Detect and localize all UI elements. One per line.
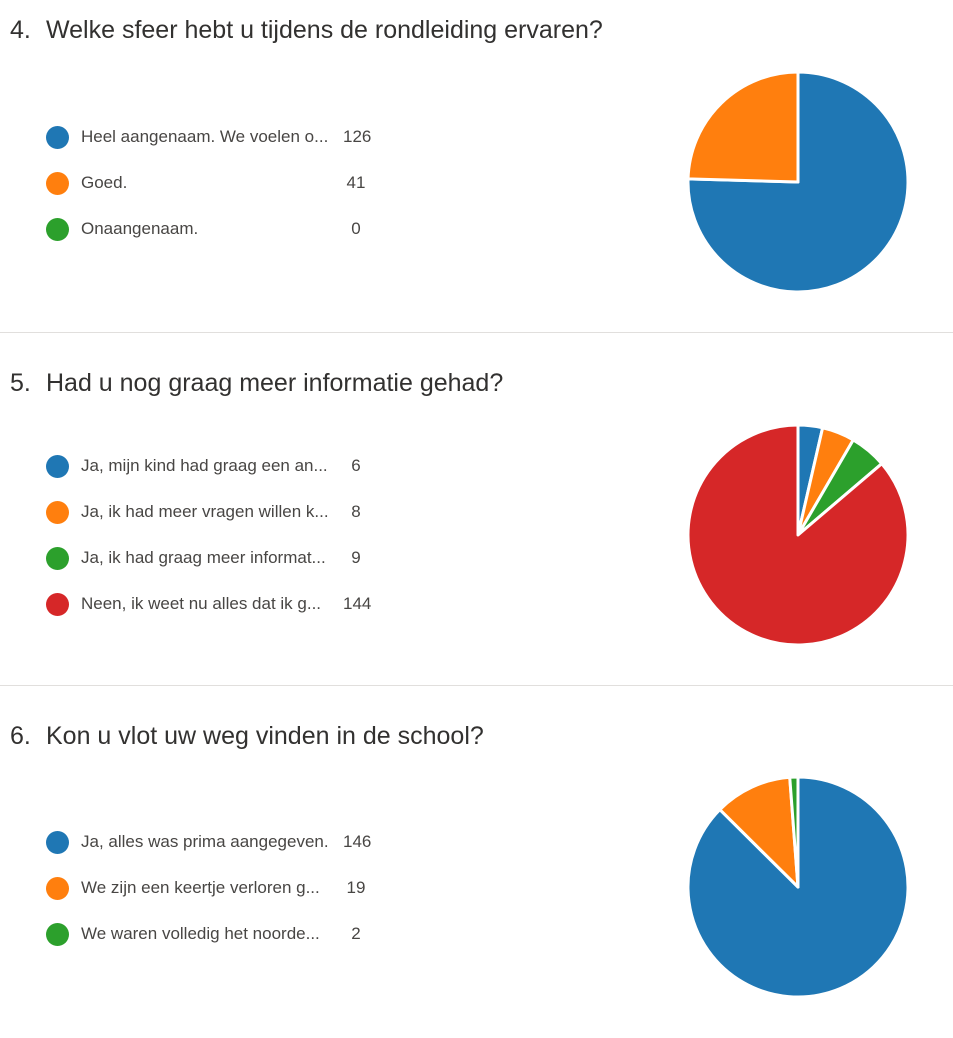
- legend-color-dot: [46, 500, 69, 524]
- legend-color-dot: [46, 454, 69, 478]
- legend-item[interactable]: Ja, alles was prima aangegeven. 146: [46, 819, 372, 865]
- legend-label: We waren volledig het noorde...: [81, 924, 320, 943]
- legend-item[interactable]: Ja, ik had graag meer informat... 9: [46, 535, 369, 581]
- legend-label: Onaangenaam.: [81, 219, 199, 238]
- legend-item[interactable]: Ja, ik had meer vragen willen k... 8: [46, 489, 369, 535]
- legend-count: 2: [351, 924, 361, 943]
- question-title: 6. Kon u vlot uw weg vinden in de school?: [10, 722, 484, 751]
- question-text: Kon u vlot uw weg vinden in de school?: [46, 722, 484, 750]
- section-divider: [0, 685, 953, 686]
- legend-count: 126: [343, 127, 372, 146]
- legend-count: 8: [351, 502, 361, 521]
- question-title: 4. Welke sfeer hebt u tijdens de rondleid…: [10, 16, 603, 45]
- legend-count: 19: [346, 878, 366, 897]
- legend-color-dot: [46, 125, 69, 149]
- pie-slice[interactable]: [686, 423, 910, 647]
- question-5-section: 5. Had u nog graag meer informatie gehad?…: [0, 353, 953, 685]
- legend-color-dot: [46, 217, 69, 241]
- pie-chart: [686, 775, 910, 999]
- pie-chart: [686, 423, 910, 647]
- section-divider: [0, 332, 953, 333]
- question-title: 5. Had u nog graag meer informatie gehad?: [10, 369, 503, 398]
- pie-chart: [686, 70, 910, 294]
- legend-color-dot: [46, 592, 69, 616]
- legend-label: Ja, ik had meer vragen willen k...: [81, 502, 329, 521]
- question-6-section: 6. Kon u vlot uw weg vinden in de school?…: [0, 706, 953, 1038]
- legend-item[interactable]: Ja, mijn kind had graag een an... 6: [46, 443, 369, 489]
- legend-count: 41: [346, 173, 366, 192]
- legend-label: Neen, ik weet nu alles dat ik g...: [81, 594, 322, 613]
- legend-label: Heel aangenaam. We voelen o...: [81, 127, 329, 146]
- legend-item[interactable]: We zijn een keertje verloren g... 19: [46, 865, 369, 911]
- legend-item[interactable]: Heel aangenaam. We voelen o... 126: [46, 114, 372, 160]
- question-number: 4.: [10, 16, 31, 44]
- question-number: 5.: [10, 369, 31, 397]
- legend: Ja, mijn kind had graag een an... 6 Ja, …: [46, 443, 372, 627]
- legend-item[interactable]: Neen, ik weet nu alles dat ik g... 144: [46, 581, 372, 627]
- pie-slice[interactable]: [788, 775, 800, 889]
- legend-label: Ja, mijn kind had graag een an...: [81, 456, 328, 475]
- question-number: 6.: [10, 722, 31, 750]
- legend: Heel aangenaam. We voelen o... 126 Goed.…: [46, 114, 372, 252]
- question-text: Welke sfeer hebt u tijdens de rondleidin…: [46, 16, 603, 44]
- legend-label: Ja, alles was prima aangegeven.: [81, 832, 329, 851]
- legend-color-dot: [46, 546, 69, 570]
- legend-item[interactable]: We waren volledig het noorde... 2: [46, 911, 369, 957]
- question-4-section: 4. Welke sfeer hebt u tijdens de rondleid…: [0, 0, 953, 332]
- legend-count: 0: [351, 219, 361, 238]
- legend-count: 6: [351, 456, 361, 475]
- legend-count: 144: [343, 594, 372, 613]
- legend-item[interactable]: Onaangenaam. 0: [46, 206, 369, 252]
- legend-label: We zijn een keertje verloren g...: [81, 878, 320, 897]
- pie-slice[interactable]: [718, 775, 800, 889]
- legend-color-dot: [46, 876, 69, 900]
- pie-slice[interactable]: [686, 70, 800, 184]
- legend-label: Ja, ik had graag meer informat...: [81, 548, 326, 567]
- legend-color-dot: [46, 830, 69, 854]
- legend: Ja, alles was prima aangegeven. 146 We z…: [46, 819, 372, 957]
- question-text: Had u nog graag meer informatie gehad?: [46, 369, 504, 397]
- legend-item[interactable]: Goed. 41: [46, 160, 369, 206]
- legend-count: 146: [343, 832, 372, 851]
- legend-count: 9: [351, 548, 361, 567]
- legend-label: Goed.: [81, 173, 128, 192]
- legend-color-dot: [46, 171, 69, 195]
- legend-color-dot: [46, 922, 69, 946]
